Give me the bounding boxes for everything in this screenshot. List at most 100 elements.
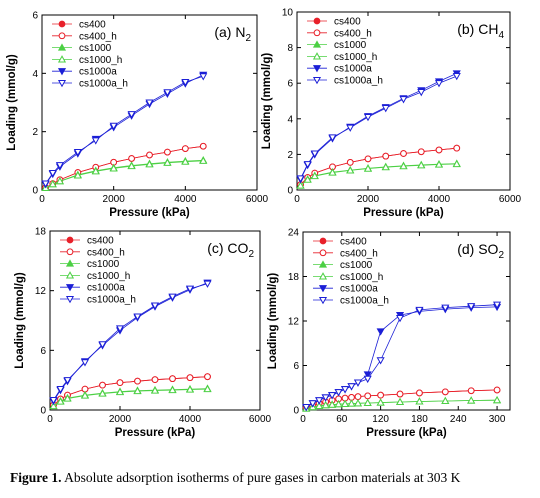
series-cs1000a_h xyxy=(296,73,461,183)
data-point xyxy=(303,175,312,183)
x-axis-label: Pressure (kPa) xyxy=(363,207,444,219)
data-point xyxy=(303,161,312,169)
legend-marker xyxy=(313,17,321,25)
y-axis-label: Loading (mmol/g) xyxy=(261,53,273,150)
data-point xyxy=(150,386,160,394)
data-point xyxy=(395,314,405,323)
data-point xyxy=(115,325,125,333)
legend-label: cs1000a xyxy=(79,67,117,78)
data-point xyxy=(434,160,444,168)
x-tick-label: 2000 xyxy=(357,194,380,205)
data-point xyxy=(354,393,362,401)
panel-label: (b) CH4 xyxy=(457,21,504,41)
legend-marker xyxy=(318,260,328,268)
panel-label-text: (d) SO xyxy=(457,241,498,257)
x-axis-label: Pressure (kPa) xyxy=(366,427,447,439)
series-line xyxy=(300,73,457,180)
data-point xyxy=(364,392,372,400)
x-tick-label: 2000 xyxy=(103,194,126,205)
data-point xyxy=(134,377,141,385)
legend-label: cs1000_h xyxy=(79,55,122,66)
data-point xyxy=(296,181,305,189)
data-point xyxy=(203,280,212,288)
x-tick-label: 0 xyxy=(300,414,306,425)
data-point xyxy=(56,397,65,405)
data-point xyxy=(127,111,136,119)
legend-marker xyxy=(66,236,74,244)
legend-marker xyxy=(318,285,328,293)
data-point xyxy=(364,155,372,163)
data-point xyxy=(376,398,385,406)
data-point xyxy=(346,159,354,166)
data-point xyxy=(168,293,177,301)
panel-label: (d) SO2 xyxy=(457,241,504,261)
data-point xyxy=(151,376,159,384)
legend: cs400cs400_hcs1000cs1000_hcs1000acs1000a… xyxy=(307,17,383,87)
legend-marker xyxy=(65,295,75,304)
legend-label: cs1000 xyxy=(79,43,112,54)
y-axis-label: Loading (mmol/g) xyxy=(267,273,279,370)
panel-label-subscript: 2 xyxy=(248,249,254,260)
data-point xyxy=(128,155,135,162)
x-tick-label: 6000 xyxy=(246,194,269,205)
panel-label-subscript: 4 xyxy=(498,30,504,41)
data-point xyxy=(363,113,373,122)
data-point xyxy=(347,399,356,407)
y-tick-label: 4 xyxy=(287,114,293,125)
data-point xyxy=(363,371,372,379)
legend: cs400cs400_hcs1000cs1000_hcs1000acs1000a… xyxy=(52,20,128,90)
panel-label-text: (b) CH xyxy=(457,21,498,37)
data-point xyxy=(315,401,324,409)
data-point xyxy=(145,160,154,168)
legend-label: cs1000 xyxy=(87,259,120,270)
plot-frame xyxy=(49,230,261,411)
series-line xyxy=(306,399,498,409)
panel-label-text: (a) N xyxy=(214,24,245,40)
data-point xyxy=(98,341,107,349)
y-tick-label: 6 xyxy=(293,361,299,372)
data-point xyxy=(416,389,423,397)
data-point xyxy=(186,374,194,382)
data-point xyxy=(203,384,212,393)
data-point xyxy=(415,397,424,405)
y-axis-label: Loading (mmol/g) xyxy=(6,54,18,151)
data-point xyxy=(199,156,208,164)
series-line xyxy=(45,159,204,189)
series-line xyxy=(45,74,204,185)
legend-marker xyxy=(65,284,75,292)
legend-marker xyxy=(58,20,66,28)
data-point xyxy=(315,397,324,405)
data-point xyxy=(308,400,317,408)
data-point xyxy=(56,386,65,394)
data-point xyxy=(363,398,372,407)
legend-marker xyxy=(318,296,328,305)
data-point xyxy=(302,403,311,412)
legend-label: cs1000_h xyxy=(340,272,383,283)
legend-label: cs400 xyxy=(340,237,367,248)
data-point xyxy=(73,171,82,179)
y-tick-label: 24 xyxy=(288,228,300,239)
plot-frame xyxy=(41,14,258,191)
data-point xyxy=(199,142,207,150)
legend: cs400cs400_hcs1000cs1000_hcs1000acs1000a… xyxy=(313,237,389,307)
legend-marker xyxy=(65,259,75,267)
x-tick-label: 2000 xyxy=(109,414,132,425)
legend-marker xyxy=(312,76,322,85)
data-point xyxy=(310,171,319,180)
data-point xyxy=(435,146,443,154)
data-point xyxy=(452,73,461,81)
data-point xyxy=(133,386,142,395)
data-point xyxy=(382,152,390,160)
data-point xyxy=(296,175,305,183)
data-point xyxy=(164,148,171,156)
y-tick-label: 0 xyxy=(40,406,46,417)
legend: cs400cs400_hcs1000cs1000_hcs1000acs1000a… xyxy=(60,236,136,306)
series-line xyxy=(300,75,457,179)
legend-marker xyxy=(319,237,327,245)
data-point xyxy=(334,399,343,408)
legend-label: cs1000 xyxy=(334,40,367,51)
panel-label-subscript: 2 xyxy=(498,250,504,261)
y-tick-label: 12 xyxy=(288,317,300,328)
data-point xyxy=(181,145,189,152)
panel-label: (a) N2 xyxy=(214,24,251,44)
